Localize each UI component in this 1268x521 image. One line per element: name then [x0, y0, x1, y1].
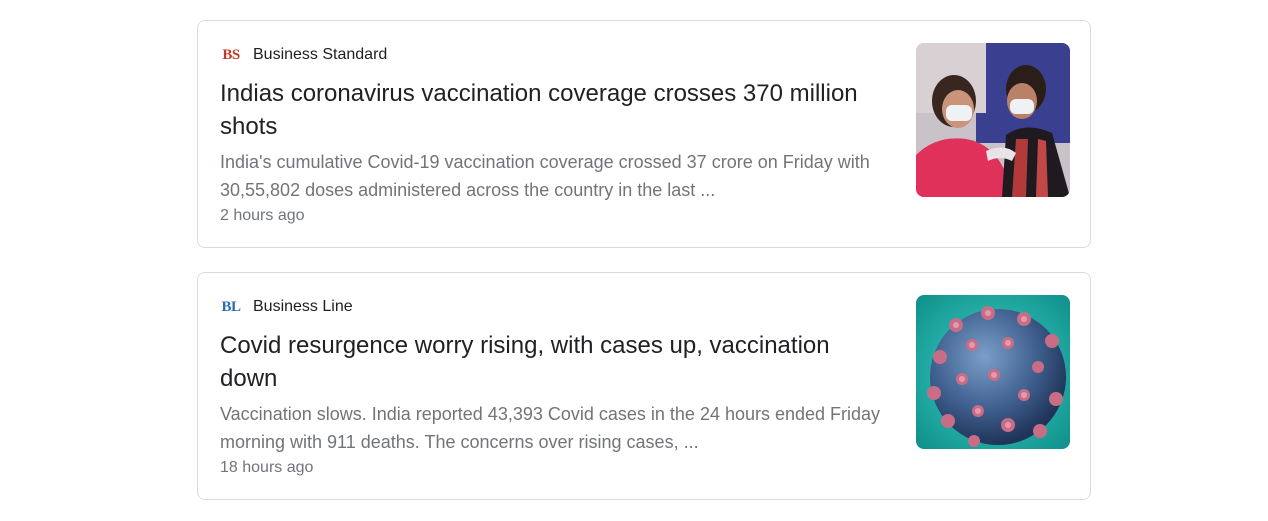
- business-line-logo-icon: BL: [221, 298, 241, 315]
- news-timestamp: 18 hours ago: [220, 459, 314, 476]
- news-card[interactable]: BL Business Line Covid resurgence worry …: [197, 272, 1091, 500]
- news-snippet: India's cumulative Covid-19 vaccination …: [220, 152, 870, 200]
- vaccination-photo-thumbnail[interactable]: [916, 43, 1070, 197]
- news-timestamp: 2 hours ago: [220, 207, 305, 224]
- business-standard-logo-icon: BS: [222, 46, 240, 63]
- source-name: Business Standard: [253, 46, 388, 63]
- news-source: BL Business Line: [220, 297, 353, 317]
- news-headline[interactable]: Covid resurgence worry rising, with case…: [220, 332, 830, 392]
- news-snippet: Vaccination slows. India reported 43,393…: [220, 404, 881, 452]
- news-source: BS Business Standard: [220, 45, 387, 65]
- coronavirus-illustration-thumbnail[interactable]: [916, 295, 1070, 449]
- news-card[interactable]: BS Business Standard Indias coronavirus …: [197, 20, 1091, 248]
- news-headline[interactable]: Indias coronavirus vaccination coverage …: [220, 80, 858, 140]
- source-name: Business Line: [253, 298, 353, 315]
